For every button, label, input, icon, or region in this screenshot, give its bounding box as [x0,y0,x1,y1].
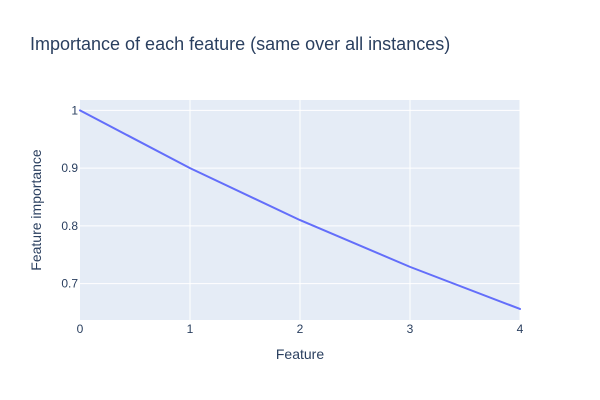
x-tick-label-2: 2 [297,322,304,336]
x-tick-label-0: 0 [77,322,84,336]
y-axis-title: Feature importance [28,149,44,271]
y-tick-label-0: 0.7 [61,277,78,291]
y-tick-label-2: 0.9 [61,161,78,175]
x-axis-title: Feature [276,346,324,362]
y-tick-label-1: 0.8 [61,219,78,233]
series-layer [79,109,521,310]
x-tick-label-4: 4 [517,322,524,336]
x-tick-label-1: 1 [187,322,194,336]
x-axis-ticks: 0 1 2 3 4 [77,322,524,336]
x-tick-label-3: 3 [407,322,414,336]
grid-layer [80,100,521,320]
chart-title: Importance of each feature (same over al… [30,34,450,54]
y-axis-ticks: 0.7 0.8 0.9 1 [61,103,78,290]
series-line-0 [79,109,521,310]
y-tick-label-3: 1 [71,103,78,117]
